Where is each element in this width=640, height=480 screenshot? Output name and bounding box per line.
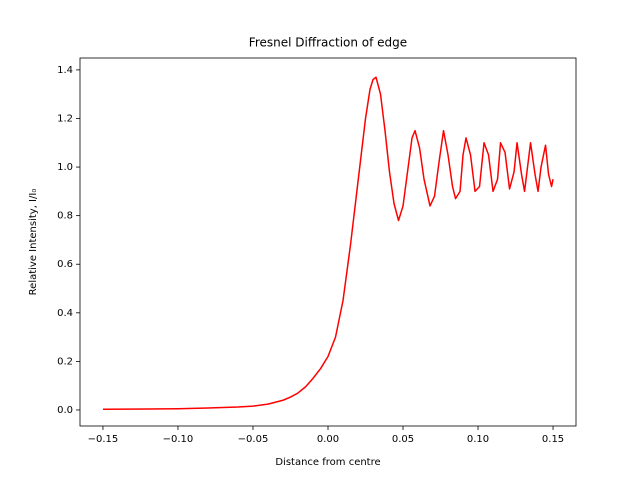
x-tick-label: −0.05 [238,434,269,445]
y-tick-label: 0.8 [57,211,73,222]
x-tick-label: −0.10 [163,434,194,445]
x-tick-label: 0.00 [317,434,339,445]
y-tick-label: 1.2 [57,113,73,124]
x-axis-label: Distance from centre [275,457,380,468]
y-tick-label: 1.0 [57,162,73,173]
y-tick-label: 0.2 [57,356,73,367]
x-tick-label: 0.15 [542,434,564,445]
x-tick-label: 0.05 [392,434,414,445]
y-tick-label: 1.4 [57,65,73,76]
plot-frame [79,57,577,427]
x-tick-label: −0.15 [88,434,119,445]
chart-title: Fresnel Diffraction of edge [249,36,407,50]
y-tick-label: 0.0 [57,405,73,416]
x-tick-label: 0.10 [467,434,489,445]
y-tick-label: 0.6 [57,259,73,270]
y-axis-label: Relative Intensity, I/I₀ [28,189,39,296]
data-line [102,76,554,410]
y-tick-label: 0.4 [57,308,73,319]
